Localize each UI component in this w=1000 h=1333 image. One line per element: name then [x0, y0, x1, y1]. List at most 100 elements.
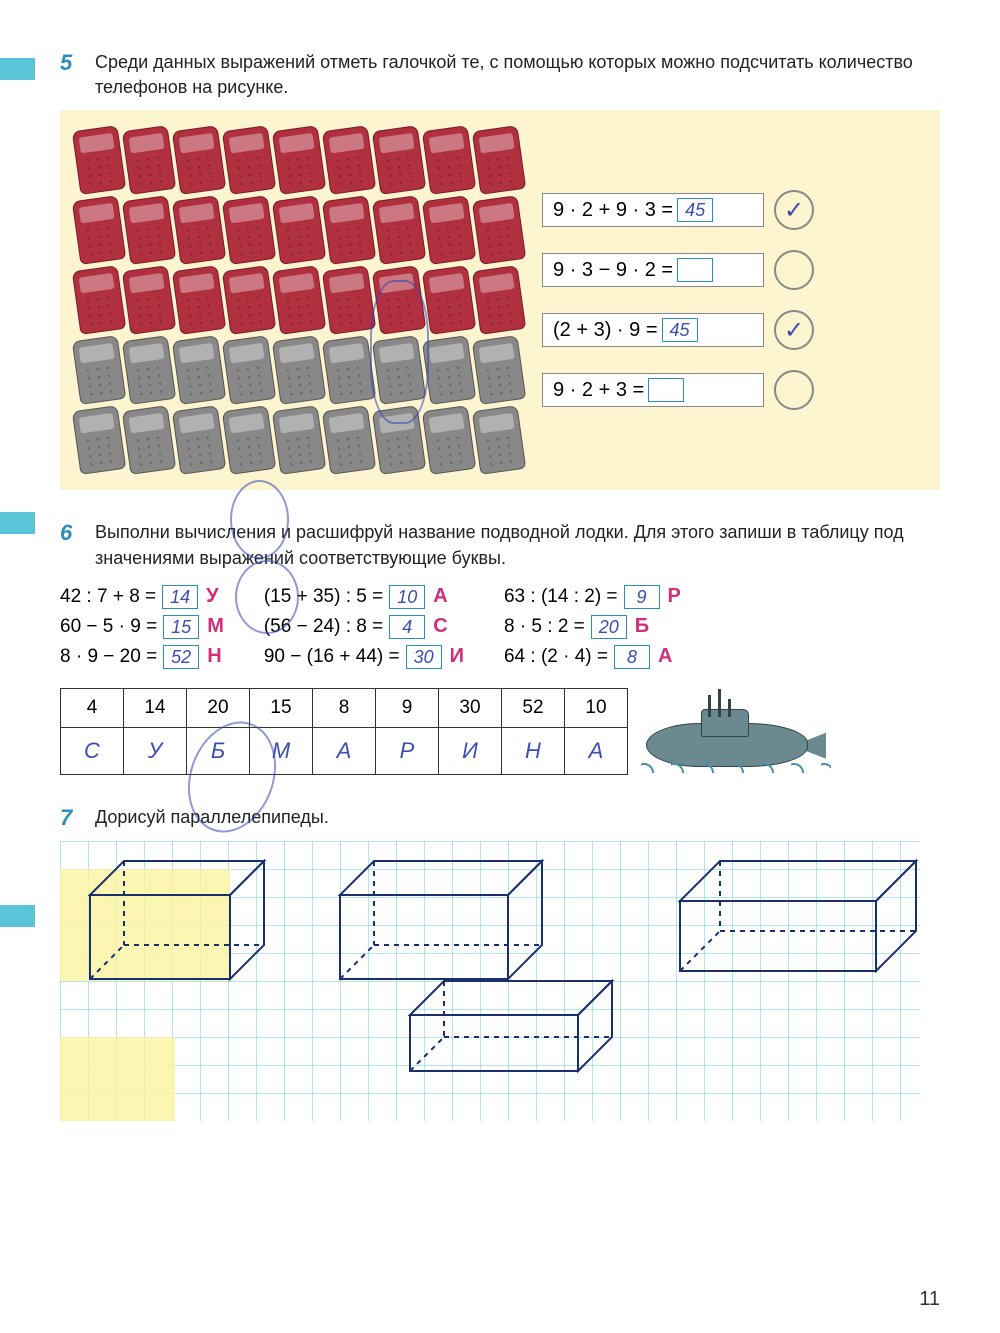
expression-row: 9 · 2 + 3 = [542, 370, 924, 410]
phone-red-icon [422, 265, 476, 335]
expression-box: 9 · 2 + 9 · 3 =45 [542, 193, 764, 227]
table-value-cell: 14 [124, 689, 187, 728]
table-letter-cell[interactable]: Р [376, 728, 439, 775]
phone-red-icon [172, 195, 226, 265]
calc-line: 8 · 5 : 2 =20Б [504, 615, 681, 639]
cipher-letter: Н [207, 645, 221, 668]
answer-box[interactable]: 14 [162, 585, 198, 609]
task5-number: 5 [60, 50, 80, 76]
phone-red-icon [372, 125, 426, 195]
table-value-cell: 9 [376, 689, 439, 728]
page-number: 11 [919, 1288, 940, 1311]
table-value-cell: 30 [439, 689, 502, 728]
cipher-letter: У [206, 585, 218, 608]
phone-red-icon [472, 195, 526, 265]
phone-red-icon [372, 195, 426, 265]
phone-red-icon [72, 265, 126, 335]
check-circle[interactable]: ✓ [774, 190, 814, 230]
cipher-letter: И [450, 645, 464, 668]
table-letter-cell[interactable]: А [565, 728, 628, 775]
cipher-letter: С [433, 615, 447, 638]
answer-box[interactable]: 8 [614, 645, 650, 669]
cipher-letter: А [658, 645, 672, 668]
task7-grid [60, 841, 920, 1121]
phone-red-icon [322, 265, 376, 335]
table-letter-cell[interactable]: Н [502, 728, 565, 775]
check-circle[interactable] [774, 370, 814, 410]
answer-box[interactable]: 20 [591, 615, 627, 639]
phone-red-icon [222, 125, 276, 195]
phone-red-icon [122, 125, 176, 195]
answer-box[interactable]: 10 [389, 585, 425, 609]
task7-header: 7 Дорисуй параллелепипеды. [60, 805, 940, 831]
table-letter-cell[interactable]: Б [187, 728, 250, 775]
answer-box[interactable]: 30 [406, 645, 442, 669]
expression-row: 9 · 2 + 9 · 3 =45 ✓ [542, 190, 924, 230]
phone-red-icon [272, 195, 326, 265]
phone-gray-icon [122, 405, 176, 475]
phone-gray-icon [72, 405, 126, 475]
calc-expr: 8 · 9 − 20 = [60, 646, 157, 668]
expression-box: (2 + 3) · 9 =45 [542, 313, 764, 347]
phone-red-icon [122, 265, 176, 335]
expression-text: 9 · 3 − 9 · 2 = [553, 259, 673, 282]
task7-number: 7 [60, 805, 80, 831]
answer-box[interactable]: 45 [677, 198, 713, 222]
table-value-cell: 10 [565, 689, 628, 728]
table-value-cell: 8 [313, 689, 376, 728]
table-value-cell: 52 [502, 689, 565, 728]
expression-row: 9 · 3 − 9 · 2 = [542, 250, 924, 290]
table-value-cell: 4 [61, 689, 124, 728]
calc-line: (56 − 24) : 8 = 4С [264, 615, 464, 639]
table-letter-cell[interactable]: М [250, 728, 313, 775]
table-letter-cell[interactable]: А [313, 728, 376, 775]
cipher-letter: А [433, 585, 447, 608]
table-letter-cell[interactable]: С [61, 728, 124, 775]
table-letter-cell[interactable]: И [439, 728, 502, 775]
phone-red-icon [472, 125, 526, 195]
phone-gray-icon [422, 335, 476, 405]
phone-gray-icon [72, 335, 126, 405]
answer-box[interactable] [677, 258, 713, 282]
calc-expr: 42 : 7 + 8 = [60, 586, 156, 608]
phone-red-icon [222, 195, 276, 265]
task6-text: Выполни вычисления и расшифруй название … [95, 520, 940, 570]
calc-expr: 64 : (2 · 4) = [504, 646, 608, 668]
phone-red-icon [72, 125, 126, 195]
calc-line: 64 : (2 · 4) = 8А [504, 645, 681, 669]
task5-panel: 9 · 2 + 9 · 3 =45✓9 · 3 − 9 · 2 =(2 + 3)… [60, 110, 940, 490]
phone-gray-icon [122, 335, 176, 405]
task7-text: Дорисуй параллелепипеды. [95, 805, 940, 830]
phone-red-icon [472, 265, 526, 335]
check-circle[interactable] [774, 250, 814, 290]
phone-gray-icon [472, 405, 526, 475]
expression-box: 9 · 2 + 3 = [542, 373, 764, 407]
parallelepiped [90, 861, 268, 983]
expression-text: 9 · 2 + 9 · 3 = [553, 199, 673, 222]
cipher-letter: Р [668, 585, 681, 608]
phone-red-icon [322, 125, 376, 195]
calc-line: (15 + 35) : 5 =10А [264, 585, 464, 609]
answer-box[interactable]: 4 [389, 615, 425, 639]
check-circle[interactable]: ✓ [774, 310, 814, 350]
expression-text: 9 · 2 + 3 = [553, 379, 644, 402]
phone-gray-icon [372, 405, 426, 475]
answer-box[interactable]: 45 [662, 318, 698, 342]
table-value-cell: 20 [187, 689, 250, 728]
answer-box[interactable] [648, 378, 684, 402]
phone-gray-icon [222, 405, 276, 475]
cipher-letter: Б [635, 615, 649, 638]
parallelepiped [410, 981, 616, 1075]
answer-box[interactable]: 15 [163, 615, 199, 639]
phone-red-icon [322, 195, 376, 265]
answer-box[interactable]: 9 [624, 585, 660, 609]
calc-expr: (56 − 24) : 8 = [264, 616, 383, 638]
phone-red-icon [422, 125, 476, 195]
task6-answer-row: 414201589305210СУБМАРИНА [60, 687, 940, 777]
table-letter-cell[interactable]: У [124, 728, 187, 775]
phone-red-icon [222, 265, 276, 335]
phone-red-icon [122, 195, 176, 265]
answer-box[interactable]: 52 [163, 645, 199, 669]
cipher-letter: М [207, 615, 224, 638]
task6-header: 6 Выполни вычисления и расшифруй названи… [60, 520, 940, 570]
